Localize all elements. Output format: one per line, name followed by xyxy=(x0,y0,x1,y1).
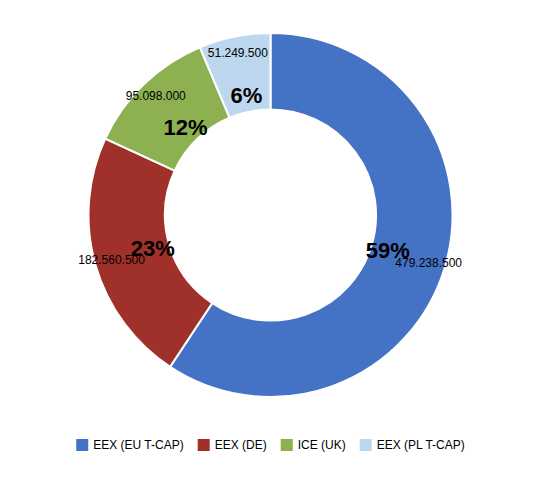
legend: EEX (EU T-CAP) EEX (DE) ICE (UK) EEX (PL T-… xyxy=(76,438,465,452)
legend-item: EEX (PL T-CAP) xyxy=(360,438,465,452)
value-label: 95.098.000 xyxy=(126,89,186,103)
legend-swatch xyxy=(198,439,210,451)
legend-item: EEX (EU T-CAP) xyxy=(76,438,183,452)
slices xyxy=(88,33,452,397)
slice xyxy=(200,33,271,118)
percentage-label: 23% xyxy=(131,236,175,261)
legend-label: ICE (UK) xyxy=(298,438,346,452)
percentage-label: 59% xyxy=(366,238,410,263)
data-labels: 479.238.50059%182.560.50023%95.098.00012… xyxy=(78,46,462,270)
percentage-label: 12% xyxy=(163,114,207,139)
legend-swatch xyxy=(281,439,293,451)
legend-item: EEX (DE) xyxy=(198,438,267,452)
legend-label: EEX (PL T-CAP) xyxy=(377,438,465,452)
legend-label: EEX (DE) xyxy=(215,438,267,452)
percentage-label: 6% xyxy=(230,83,262,108)
legend-item: ICE (UK) xyxy=(281,438,346,452)
legend-swatch xyxy=(76,439,88,451)
legend-label: EEX (EU T-CAP) xyxy=(93,438,183,452)
chart: 479.238.50059%182.560.50023%95.098.00012… xyxy=(0,0,541,490)
legend-swatch xyxy=(360,439,372,451)
value-label: 51.249.500 xyxy=(208,46,268,60)
